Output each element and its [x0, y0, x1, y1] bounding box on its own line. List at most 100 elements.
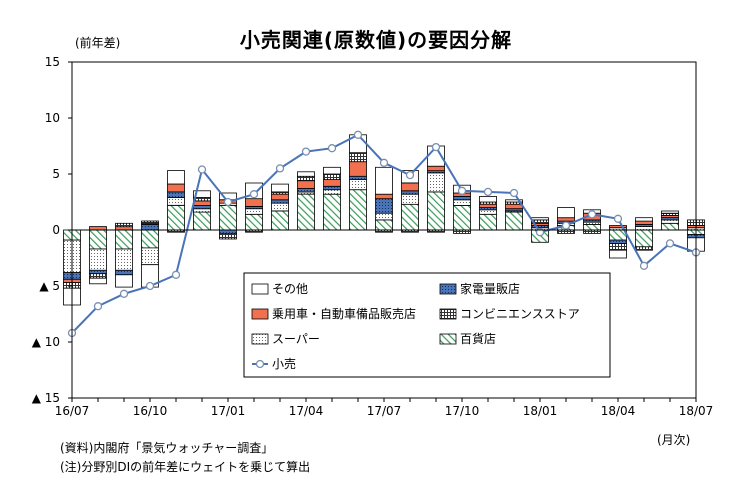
- bar-百貨店-17/12: [505, 211, 523, 231]
- method-note: (注)分野別DIの前年差にウェイトを乗じて算出: [60, 460, 311, 474]
- x-tick-label: 17/04: [289, 404, 324, 418]
- bar-その他-16/08: [89, 277, 107, 285]
- point-小売-18/06: [665, 239, 675, 248]
- bar-その他-18/05: [635, 217, 653, 222]
- bar-乗用車・自動車備品販売店-18/02: [557, 217, 575, 222]
- bar-家電量販店-17/10: [453, 195, 471, 201]
- bar-百貨店-17/04: [297, 193, 315, 231]
- bar-コンビニエンスストア-18/03: [583, 229, 601, 234]
- point-小売-16/11: [171, 270, 181, 279]
- bar-乗用車・自動車備品販売店-17/07: [375, 193, 393, 200]
- bar-スーパー-16/12: [193, 208, 211, 213]
- bar-乗用車・自動車備品販売店-17/11: [479, 203, 497, 208]
- bar-スーパー-18/05: [635, 226, 653, 231]
- bar-乗用車・自動車備品販売店-18/05: [635, 220, 653, 225]
- point-小売-17/01: [223, 197, 233, 207]
- bar-乗用車・自動車備品販売店-17/04: [297, 180, 315, 189]
- bar-百貨店-16/08: [89, 229, 107, 250]
- bar-家電量販店-16/09: [115, 269, 133, 276]
- y-tick-label: 5: [52, 167, 60, 181]
- bar-百貨店-17/03: [271, 210, 289, 231]
- x-tick-label: 18/04: [601, 404, 636, 418]
- point-小売-17/08: [405, 170, 415, 180]
- point-小売-17/04: [301, 147, 311, 156]
- y-tick-label: ▲ 10: [32, 335, 60, 349]
- y-tick-label: ▲ 15: [32, 391, 60, 405]
- bar-家電量販店-17/01: [219, 229, 237, 234]
- bar-乗用車・自動車備品販売店-17/02: [245, 198, 263, 207]
- point-小売-17/09: [431, 142, 441, 152]
- bar-乗用車・自動車備品販売店-16/12: [193, 200, 211, 206]
- bar-家電量販店-18/04: [609, 239, 627, 244]
- bar-家電量販店-17/08: [401, 190, 419, 195]
- y-tick-label: ▲ 5: [39, 279, 60, 293]
- bar-家電量販店-17/06: [349, 175, 367, 180]
- bar-百貨店-16/09: [115, 229, 133, 250]
- bar-その他-17/12: [505, 199, 523, 203]
- bar-コンビニエンスストア-16/09: [115, 222, 133, 228]
- bar-家電量販店-16/12: [193, 204, 211, 210]
- bar-スーパー-17/02: [245, 208, 263, 215]
- bar-スーパー-16/11: [167, 197, 185, 206]
- bar-スーパー-17/08: [401, 193, 419, 205]
- x-tick-label: 18/01: [523, 404, 558, 418]
- x-tick-label: 17/10: [445, 404, 480, 418]
- bar-家電量販店-17/02: [245, 206, 263, 210]
- bar-その他-17/11: [479, 195, 497, 203]
- bar-その他-16/12: [193, 190, 211, 198]
- bar-その他-17/04: [297, 171, 315, 177]
- point-小売-17/10: [457, 186, 467, 195]
- bar-スーパー-17/03: [271, 202, 289, 212]
- source-note: (資料)内閣府「景気ウォッチャー調査」: [60, 441, 274, 455]
- bar-百貨店-17/05: [323, 193, 341, 231]
- y-unit-label: (前年差): [75, 36, 121, 50]
- bar-スーパー-17/09: [427, 172, 445, 193]
- bar-百貨店-18/05: [635, 229, 653, 248]
- point-小売-18/03: [587, 210, 597, 219]
- bar-その他-18/06: [661, 210, 679, 214]
- bar-百貨店-17/02: [245, 213, 263, 231]
- legend-百貨店: 百貨店: [460, 331, 496, 346]
- y-tick-label: 0: [52, 223, 60, 237]
- bar-コンビニエンスストア-17/10: [453, 229, 471, 234]
- bar-その他-16/11: [167, 170, 185, 185]
- bar-スーパー-18/03: [583, 221, 601, 225]
- legend-乗用車・自動車備品販売店: 乗用車・自動車備品販売店: [272, 306, 416, 321]
- bar-乗用車・自動車備品販売店-16/08: [89, 226, 107, 231]
- bar-コンビニエンスストア-16/10: [141, 220, 159, 224]
- legend-小売: 小売: [272, 356, 296, 371]
- x-unit-label: (月次): [657, 433, 691, 447]
- bar-百貨店-17/07: [375, 219, 393, 231]
- bar-百貨店-16/11: [167, 204, 185, 231]
- y-tick-label: 15: [45, 55, 60, 69]
- x-tick-label: 16/10: [133, 404, 168, 418]
- legend-コンビニエンスストア: コンビニエンスストア: [460, 307, 580, 321]
- bar-百貨店-16/10: [141, 229, 159, 249]
- bar-スーパー-16/09: [115, 248, 133, 271]
- bar-その他-17/07: [375, 166, 393, 195]
- bar-スーパー-16/08: [89, 248, 107, 271]
- x-tick-label: 17/07: [367, 404, 402, 418]
- bar-コンビニエンスストア-17/06: [349, 152, 367, 163]
- bar-百貨店-17/01: [219, 204, 237, 231]
- y-tick-label: 10: [45, 111, 60, 125]
- point-小売-18/04: [613, 214, 623, 223]
- bar-スーパー-17/07: [375, 212, 393, 221]
- point-小売-18/02: [561, 221, 571, 230]
- chart-title: 小売関連(原数値)の要因分解: [239, 28, 513, 52]
- bar-乗用車・自動車備品販売店-17/03: [271, 193, 289, 201]
- point-小売-17/11: [483, 187, 493, 197]
- bar-百貨店-16/12: [193, 211, 211, 231]
- bar-コンビニエンスストア-17/04: [297, 175, 315, 182]
- x-tick-label: 18/07: [679, 404, 714, 418]
- bar-乗用車・自動車備品販売店-17/06: [349, 161, 367, 177]
- bar-スーパー-17/06: [349, 179, 367, 191]
- point-小売-17/06: [353, 130, 363, 139]
- point-小売-17/05: [327, 144, 337, 153]
- bar-乗用車・自動車備品販売店-17/08: [401, 182, 419, 192]
- bar-家電量販店-16/11: [167, 191, 185, 198]
- bar-百貨店-17/06: [349, 189, 367, 231]
- bar-百貨店-17/10: [453, 204, 471, 231]
